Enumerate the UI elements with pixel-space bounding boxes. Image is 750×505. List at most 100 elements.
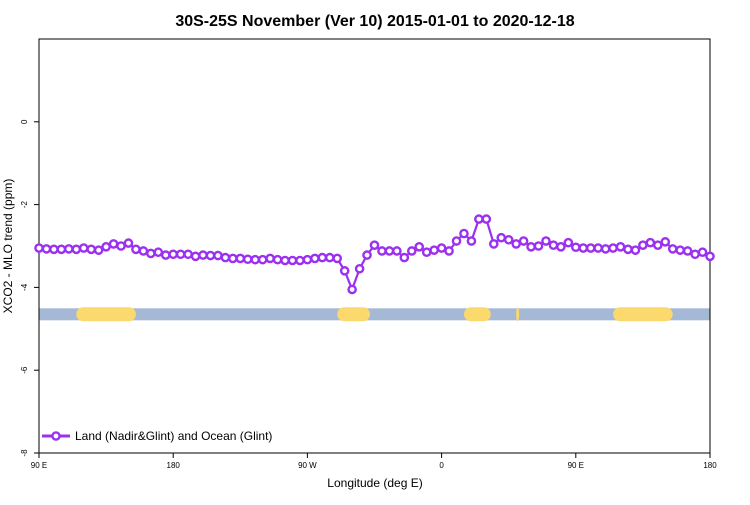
data-point — [257, 254, 268, 265]
data-point — [86, 244, 96, 255]
data-point — [488, 239, 499, 249]
data-point — [474, 214, 484, 224]
data-point — [339, 266, 350, 276]
data-point — [451, 236, 462, 246]
y-axis-label: XCO2 - MLO trend (ppm) — [1, 179, 15, 314]
y-tick-label: -2 — [20, 200, 29, 208]
data-point — [548, 240, 559, 250]
data-point — [414, 242, 425, 252]
data-point — [49, 244, 59, 255]
land-segment — [516, 307, 520, 322]
data-point — [667, 244, 678, 254]
data-point — [235, 253, 246, 264]
data-point — [242, 254, 253, 265]
data-point — [503, 234, 514, 245]
x-tick-label: 180 — [703, 461, 717, 470]
ocean-band — [39, 308, 710, 321]
data-point — [64, 244, 74, 254]
data-point — [563, 237, 574, 248]
x-axis-label: Longitude (deg E) — [327, 476, 422, 490]
x-tick-label: 90 W — [298, 461, 317, 470]
surface-band — [39, 307, 710, 322]
data-point — [526, 242, 536, 252]
data-point — [511, 239, 521, 249]
data-point — [280, 255, 290, 266]
data-point — [429, 245, 439, 255]
data-point — [615, 242, 626, 252]
data-point — [578, 243, 589, 253]
data-point — [56, 244, 67, 255]
data-point — [228, 253, 238, 264]
land-segment — [76, 307, 136, 322]
data-point — [623, 244, 633, 255]
data-point — [459, 228, 469, 239]
data-point — [265, 253, 275, 264]
data-point — [71, 244, 82, 255]
x-axis: 90 E 180 90 W 0 90 E 180 — [31, 453, 717, 470]
data-point — [160, 250, 171, 260]
data-point — [638, 240, 648, 250]
land-segment — [613, 307, 673, 322]
data-point — [250, 254, 261, 265]
data-point — [41, 244, 52, 254]
legend-label: Land (Nadir&Glint) and Ocean (Glint) — [75, 429, 272, 443]
data-point — [347, 284, 357, 295]
data-point — [585, 243, 596, 253]
x-tick-label: 90 E — [568, 461, 584, 470]
data-point — [220, 252, 231, 263]
data-point — [362, 250, 372, 260]
data-point — [399, 252, 410, 263]
data-point — [153, 247, 164, 258]
data-point — [541, 236, 551, 246]
y-tick-label: 0 — [20, 119, 29, 124]
data-point — [123, 238, 134, 248]
data-point — [682, 246, 693, 256]
data-point — [645, 237, 656, 248]
data-point — [518, 236, 529, 246]
x-tick-label: 0 — [439, 461, 444, 470]
data-point — [108, 239, 119, 249]
y-axis: 0 -2 -4 -6 -8 — [20, 119, 39, 457]
y-tick-label: -4 — [20, 283, 29, 291]
data-point — [78, 243, 89, 253]
data-point — [608, 243, 618, 253]
chart-title: 30S-25S November (Ver 10) 2015-01-01 to … — [175, 13, 574, 30]
data-point — [660, 237, 671, 247]
data-point — [131, 244, 141, 255]
data-point — [481, 214, 492, 224]
data-point — [317, 252, 328, 263]
data-point — [571, 242, 581, 253]
data-point — [302, 254, 313, 265]
data-point — [116, 241, 126, 251]
series-line — [38, 218, 711, 291]
data-point — [653, 240, 663, 250]
data-point — [690, 249, 700, 260]
data-point — [324, 252, 335, 263]
data-point — [101, 242, 111, 252]
x-tick-label: 180 — [167, 461, 181, 470]
data-point — [630, 245, 641, 255]
data-point — [168, 249, 178, 260]
data-point — [183, 249, 193, 260]
series-layer — [34, 214, 715, 295]
data-point — [496, 232, 507, 243]
data-point — [287, 255, 298, 266]
legend-marker — [51, 431, 61, 441]
data-point — [392, 246, 402, 256]
data-point — [444, 246, 454, 256]
data-point — [198, 250, 208, 260]
data-point — [705, 251, 715, 262]
data-point — [93, 245, 104, 255]
data-point — [421, 247, 432, 258]
data-point — [295, 255, 305, 266]
x-tick-label: 90 E — [31, 461, 47, 470]
data-point — [138, 246, 149, 256]
data-point — [369, 240, 380, 250]
data-point — [175, 249, 186, 260]
data-point — [205, 250, 216, 261]
data-point — [377, 246, 387, 256]
data-point — [466, 236, 477, 246]
y-tick-label: -6 — [20, 366, 29, 374]
data-point — [384, 246, 395, 256]
